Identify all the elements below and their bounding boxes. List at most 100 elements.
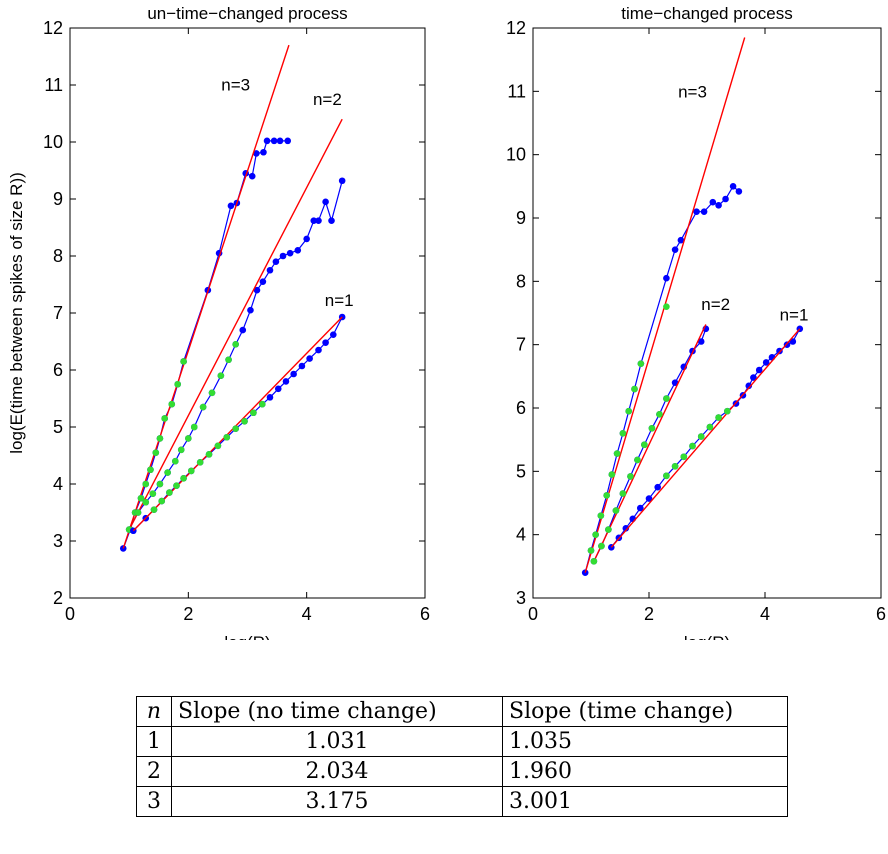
fit-point bbox=[603, 492, 610, 499]
fit-point bbox=[648, 424, 656, 432]
data-point bbox=[709, 198, 717, 206]
fit-point bbox=[715, 414, 722, 421]
fit-point bbox=[214, 442, 222, 450]
fit-point bbox=[190, 423, 198, 431]
series-data-line bbox=[122, 140, 288, 549]
fit-point bbox=[152, 449, 160, 456]
data-point bbox=[259, 278, 267, 285]
fit-point bbox=[180, 475, 187, 482]
series-data-line bbox=[584, 185, 740, 573]
fit-point bbox=[168, 400, 176, 408]
fit-point bbox=[208, 389, 216, 397]
data-point bbox=[729, 183, 737, 190]
fit-point bbox=[587, 547, 595, 554]
data-point bbox=[227, 202, 235, 210]
cell-slope-no-time-change: 3.175 bbox=[171, 786, 503, 817]
series-n-2: n=2 bbox=[590, 295, 730, 565]
data-point bbox=[671, 246, 679, 253]
fit-point bbox=[605, 526, 612, 533]
data-point bbox=[260, 148, 267, 156]
data-point bbox=[328, 217, 335, 224]
series-n-2: n=2 bbox=[125, 90, 346, 533]
cell-n: 1 bbox=[136, 726, 172, 757]
fit-point bbox=[196, 459, 204, 466]
data-point bbox=[310, 217, 318, 224]
data-point bbox=[276, 137, 284, 145]
y-tick-label: 9 bbox=[516, 208, 526, 228]
header-slope-no-time-change: Slope (no time change) bbox=[171, 696, 503, 727]
data-point bbox=[315, 346, 322, 354]
fit-point bbox=[185, 435, 192, 442]
series-label: n=2 bbox=[701, 295, 730, 314]
fit-point bbox=[689, 442, 696, 450]
data-point bbox=[722, 195, 729, 203]
data-point bbox=[693, 208, 700, 215]
data-point bbox=[266, 394, 274, 401]
series-n-1: n=1 bbox=[130, 291, 354, 535]
table-header-row: n Slope (no time change) Slope (time cha… bbox=[136, 696, 788, 727]
data-point bbox=[645, 495, 653, 502]
y-tick-label: 10 bbox=[43, 132, 63, 152]
data-point bbox=[750, 374, 757, 381]
fit-point bbox=[627, 473, 634, 480]
data-point bbox=[768, 354, 776, 361]
data-point bbox=[762, 359, 770, 366]
slope-table: n Slope (no time change) Slope (time cha… bbox=[136, 696, 788, 817]
data-point bbox=[755, 366, 763, 374]
data-point bbox=[306, 355, 313, 362]
fit-point bbox=[149, 490, 157, 497]
fit-point bbox=[134, 509, 142, 516]
x-tick-label: 6 bbox=[420, 604, 430, 624]
data-point bbox=[253, 150, 260, 157]
plot-frame bbox=[532, 27, 882, 599]
data-point bbox=[663, 274, 670, 282]
data-point bbox=[697, 338, 705, 345]
x-tick-label: 2 bbox=[183, 604, 193, 624]
data-point bbox=[279, 252, 287, 260]
x-tick-label: 2 bbox=[644, 604, 654, 624]
fit-point bbox=[663, 395, 670, 402]
series-n-3: n=3 bbox=[119, 44, 292, 552]
table-row: 3 3.175 3.001 bbox=[136, 786, 788, 817]
data-point bbox=[272, 258, 280, 266]
fit-point bbox=[250, 409, 257, 417]
data-point bbox=[294, 247, 302, 254]
y-tick-label: 5 bbox=[516, 461, 526, 481]
fit-line bbox=[122, 44, 290, 549]
fit-point bbox=[590, 557, 598, 565]
y-tick-label: 6 bbox=[53, 360, 63, 380]
data-point bbox=[284, 137, 292, 145]
x-tick-label: 0 bbox=[65, 604, 75, 624]
cell-n: 2 bbox=[136, 756, 172, 787]
series-n-1: n=1 bbox=[608, 306, 808, 551]
y-tick-label: 11 bbox=[44, 75, 63, 95]
fit-point bbox=[232, 425, 239, 433]
x-tick-label: 4 bbox=[302, 604, 312, 624]
y-tick-label: 12 bbox=[43, 18, 63, 38]
x-axis-label: log(R) bbox=[684, 633, 730, 640]
fit-point bbox=[598, 542, 605, 550]
cell-slope-time-change: 1.035 bbox=[502, 726, 788, 757]
chart-panel-2: 0 2 4 6 3 4 5 6 7 8 9 10 11 12 time−changed process log… bbox=[506, 4, 886, 640]
data-point bbox=[290, 370, 297, 378]
data-point bbox=[247, 306, 254, 314]
fit-point bbox=[625, 407, 632, 415]
fit-point bbox=[663, 303, 670, 310]
fit-point bbox=[641, 441, 648, 449]
cell-slope-no-time-change: 2.034 bbox=[171, 756, 503, 787]
fit-point bbox=[619, 490, 627, 497]
cell-slope-time-change: 1.960 bbox=[502, 756, 788, 787]
y-tick-label: 10 bbox=[506, 145, 526, 165]
fit-point bbox=[147, 466, 154, 474]
data-point bbox=[266, 266, 274, 274]
x-axis-label: log(R) bbox=[224, 633, 270, 640]
fit-point bbox=[619, 430, 627, 437]
fit-point bbox=[217, 372, 225, 380]
data-point bbox=[248, 172, 256, 180]
data-point bbox=[677, 236, 685, 244]
data-point bbox=[338, 177, 346, 185]
data-point bbox=[298, 362, 306, 370]
data-point bbox=[700, 208, 708, 215]
fit-point bbox=[634, 456, 641, 464]
series-label: n=2 bbox=[313, 90, 342, 109]
